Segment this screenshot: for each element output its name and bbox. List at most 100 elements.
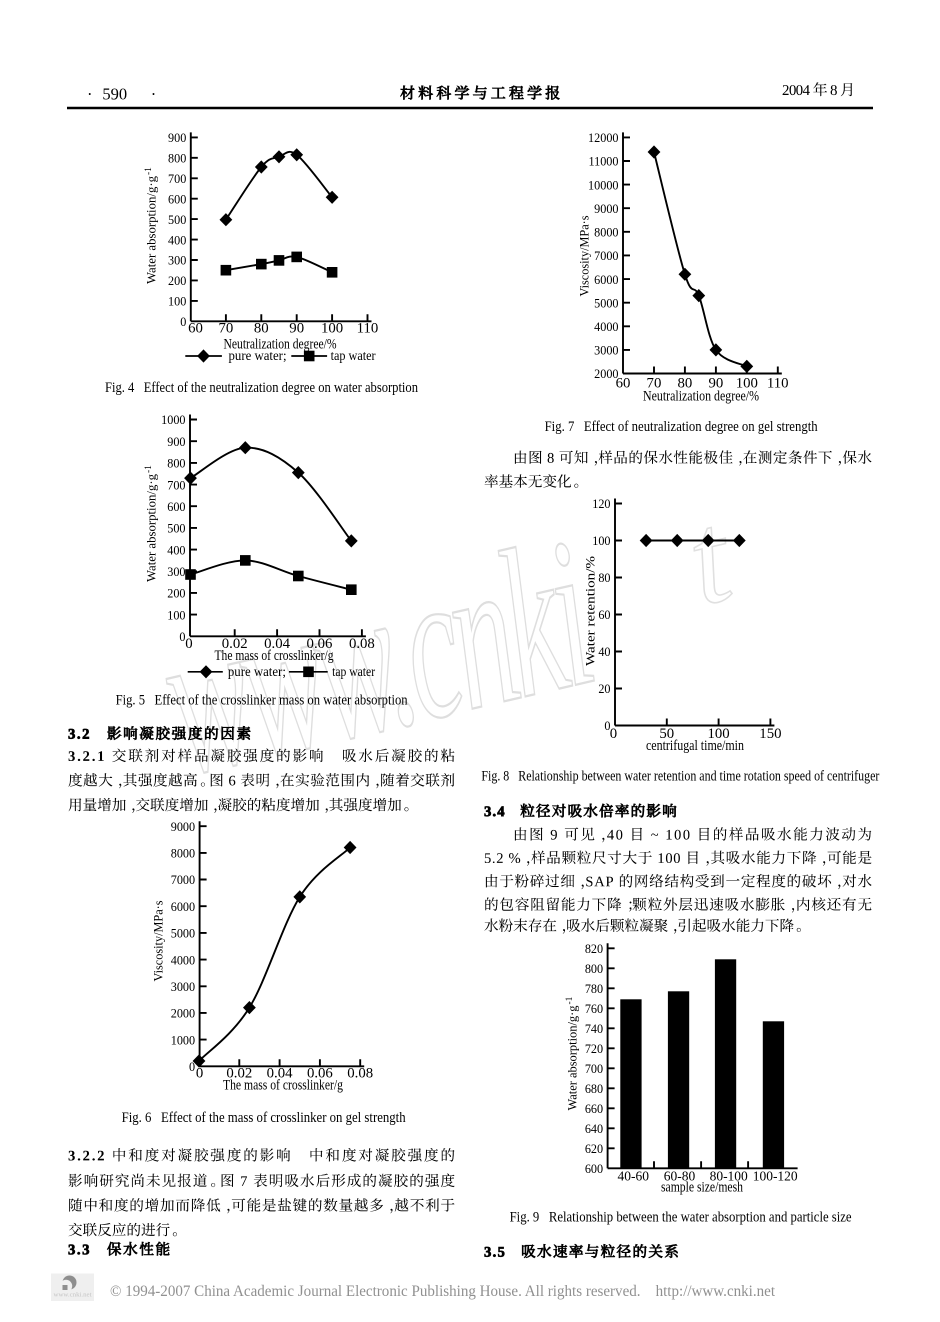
svg-text:12000: 12000 <box>588 131 618 145</box>
svg-text:400: 400 <box>168 233 186 247</box>
svg-text:tap water: tap water <box>332 664 375 679</box>
svg-text:80-100: 80-100 <box>710 1168 748 1183</box>
svg-text:The mass of crosslinker/g: The mass of crosslinker/g <box>223 1077 343 1093</box>
svg-text:Water absorption/g·g: Water absorption/g·g <box>144 474 159 582</box>
svg-text:2000: 2000 <box>171 1007 195 1021</box>
svg-text:820: 820 <box>585 942 603 956</box>
svg-text:Fig. 6 Effect of the mass of: Fig. 6 Effect of the mass of crosslinker… <box>122 1110 406 1126</box>
svg-text:200: 200 <box>168 274 186 288</box>
svg-text:0.04: 0.04 <box>267 1066 293 1082</box>
svg-text:720: 720 <box>585 1042 603 1056</box>
svg-text:Fig. 5 Effect of the crossli: Fig. 5 Effect of the crosslinker mass on… <box>116 693 408 709</box>
svg-text:Fig. 7 Effect of neutralizat: Fig. 7 Effect of neutralization degree o… <box>545 419 818 435</box>
svg-text:Fig. 4 Effect of the neutral: Fig. 4 Effect of the neutralization degr… <box>105 380 418 396</box>
svg-text:5000: 5000 <box>171 927 195 941</box>
svg-text:pure water;: pure water; <box>229 348 287 363</box>
svg-text:500: 500 <box>168 213 186 227</box>
svg-text:7000: 7000 <box>594 249 618 263</box>
svg-text:11000: 11000 <box>588 155 618 169</box>
svg-text:60: 60 <box>598 608 610 622</box>
svg-text:70: 70 <box>647 376 662 392</box>
svg-text:760: 760 <box>585 1002 603 1016</box>
svg-text:0.04: 0.04 <box>264 636 290 652</box>
svg-text:4000: 4000 <box>594 320 618 334</box>
svg-text:800: 800 <box>168 152 186 166</box>
svg-text:780: 780 <box>585 982 603 996</box>
svg-text:110: 110 <box>767 376 789 392</box>
svg-text:0: 0 <box>179 630 185 644</box>
svg-text:9000: 9000 <box>594 202 618 216</box>
svg-text:0.02: 0.02 <box>226 1066 252 1082</box>
svg-text:Viscosity/MPa·s: Viscosity/MPa·s <box>576 216 591 297</box>
svg-text:100: 100 <box>736 376 758 392</box>
svg-text:9000: 9000 <box>171 820 195 834</box>
svg-text:0: 0 <box>610 726 617 742</box>
svg-text:60: 60 <box>616 376 631 392</box>
svg-text:-1: -1 <box>565 996 575 1004</box>
svg-text:110: 110 <box>357 321 379 337</box>
svg-text:0: 0 <box>196 1066 203 1082</box>
svg-text:-1: -1 <box>144 167 154 175</box>
svg-text:100: 100 <box>321 321 343 337</box>
svg-text:90: 90 <box>289 321 304 337</box>
svg-text:100-120: 100-120 <box>753 1168 798 1183</box>
svg-text:80: 80 <box>678 376 693 392</box>
svg-text:pure water;: pure water; <box>228 664 286 679</box>
svg-text:100: 100 <box>592 534 610 548</box>
svg-text:20: 20 <box>598 682 610 696</box>
svg-text:60-80: 60-80 <box>664 1168 696 1183</box>
svg-text:640: 640 <box>585 1122 603 1136</box>
svg-text:900: 900 <box>168 131 186 145</box>
svg-text:sample size/mesh: sample size/mesh <box>661 1179 743 1195</box>
svg-text:7000: 7000 <box>171 873 195 887</box>
svg-text:Neutralization degree/%: Neutralization degree/% <box>224 337 337 353</box>
svg-text:740: 740 <box>585 1022 603 1036</box>
svg-text:0.02: 0.02 <box>222 636 248 652</box>
svg-text:3000: 3000 <box>171 980 195 994</box>
svg-text:Fig. 9 Relationship between: Fig. 9 Relationship between the water ab… <box>510 1209 852 1225</box>
svg-text:120: 120 <box>592 497 610 511</box>
svg-text:1000: 1000 <box>171 1033 195 1047</box>
svg-text:500: 500 <box>167 522 185 536</box>
svg-text:200: 200 <box>167 587 185 601</box>
svg-text:80: 80 <box>254 321 269 337</box>
svg-text:Water absorption/g·g: Water absorption/g·g <box>144 176 159 284</box>
svg-text:400: 400 <box>167 543 185 557</box>
svg-text:100: 100 <box>707 726 729 742</box>
svg-text:600: 600 <box>167 500 185 514</box>
svg-text:150: 150 <box>759 726 781 742</box>
svg-text:tap water: tap water <box>331 348 376 363</box>
svg-text:t: t <box>675 484 745 633</box>
svg-text:6000: 6000 <box>594 273 618 287</box>
svg-text:0: 0 <box>185 636 192 652</box>
svg-text:Water retention/%: Water retention/% <box>582 556 597 666</box>
svg-text:5000: 5000 <box>594 296 618 310</box>
svg-text:Water absorption/g·g: Water absorption/g·g <box>564 1005 579 1110</box>
svg-text:Neutralization degree/%: Neutralization degree/% <box>643 389 759 405</box>
svg-text:0.06: 0.06 <box>307 636 333 652</box>
svg-text:700: 700 <box>167 478 185 492</box>
svg-text:·: · <box>151 85 157 104</box>
svg-text:-1: -1 <box>144 465 154 473</box>
svg-text:800: 800 <box>167 457 185 471</box>
svg-text:660: 660 <box>585 1102 603 1116</box>
svg-text:0: 0 <box>180 315 186 329</box>
svg-text:10000: 10000 <box>588 178 618 192</box>
svg-text:0: 0 <box>604 719 610 733</box>
svg-text:40-60: 40-60 <box>618 1168 650 1183</box>
svg-text:www.cnki.net: www.cnki.net <box>54 1292 92 1299</box>
svg-text:0: 0 <box>189 1060 195 1074</box>
svg-text:90: 90 <box>708 376 723 392</box>
svg-text:4000: 4000 <box>171 953 195 967</box>
svg-text:600: 600 <box>585 1162 603 1176</box>
svg-text:6000: 6000 <box>171 900 195 914</box>
svg-text:300: 300 <box>168 254 186 268</box>
svg-text:100: 100 <box>167 608 185 622</box>
svg-text:Viscosity/MPa·s: Viscosity/MPa·s <box>150 901 165 982</box>
svg-text:0.08: 0.08 <box>347 1066 373 1082</box>
svg-text:0.06: 0.06 <box>307 1066 333 1082</box>
svg-text:The mass of crosslinker/g: The mass of crosslinker/g <box>215 648 334 664</box>
svg-text:800: 800 <box>585 962 603 976</box>
svg-text:70: 70 <box>219 321 234 337</box>
svg-text:Fig. 8 Relationship between: Fig. 8 Relationship between water retent… <box>481 769 879 785</box>
